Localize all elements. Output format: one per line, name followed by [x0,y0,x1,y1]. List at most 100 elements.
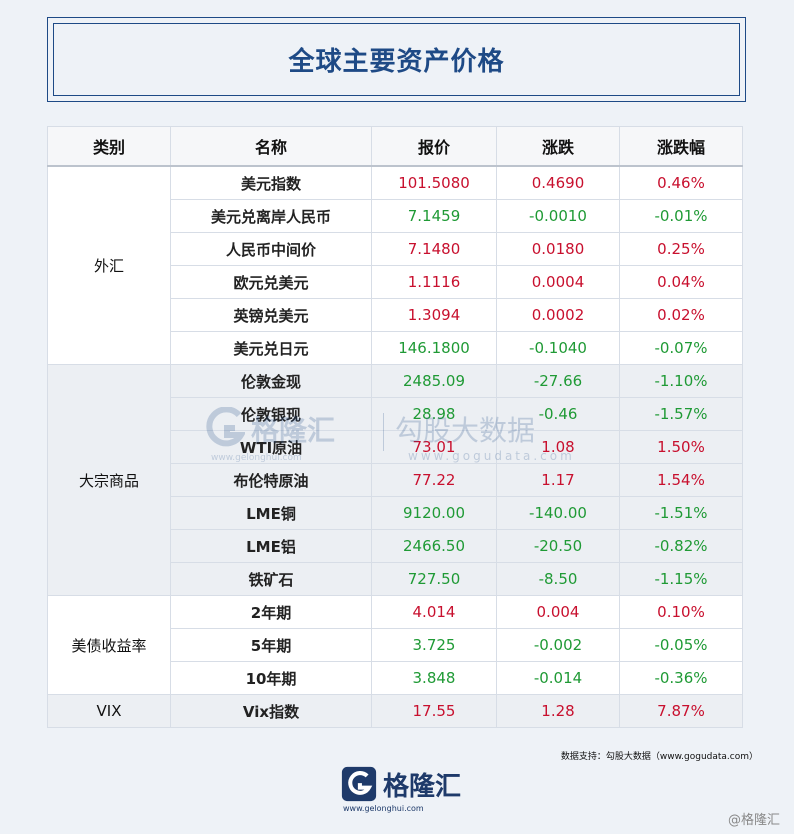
pct-cell: -0.01% [619,199,743,233]
header-change: 涨跌 [496,126,620,167]
change-cell: 0.4690 [496,165,620,200]
price-cell: 2485.09 [371,364,497,398]
corner-watermark: @格隆汇 [728,809,780,828]
table-row: 5年期 3.725 -0.002 -0.05% [48,628,743,662]
price-cell: 28.98 [371,397,497,431]
footer-logo: 格隆汇 www.gelonghui.com [341,764,491,814]
pct-cell: -0.05% [619,628,743,662]
price-cell: 1.1116 [371,265,497,299]
table-row: 美债收益率 2年期 4.014 0.004 0.10% [47,595,743,695]
price-cell: 73.01 [371,430,497,464]
table-row: 美元兑离岸人民币 7.1459 -0.0010 -0.01% [48,199,743,233]
header-name: 名称 [170,126,372,167]
change-cell: -0.46 [496,397,620,431]
asset-name-cell: 人民币中间价 [170,232,372,266]
change-cell: -8.50 [496,562,620,596]
logo-g-icon [341,766,377,802]
change-cell: 1.28 [496,694,620,728]
change-cell: 0.0180 [496,232,620,266]
pct-cell: -1.51% [619,496,743,530]
asset-name-cell: 2年期 [170,595,372,629]
change-cell: -0.002 [496,628,620,662]
table-row: LME铝 2466.50 -20.50 -0.82% [48,529,743,563]
table-row: WTI原油 73.01 1.08 1.50% [48,430,743,464]
table-row: 英镑兑美元 1.3094 0.0002 0.02% [48,298,743,332]
pct-cell: 0.25% [619,232,743,266]
header-pct: 涨跌幅 [619,126,743,167]
pct-cell: -1.15% [619,562,743,596]
table-row: 人民币中间价 7.1480 0.0180 0.25% [48,232,743,266]
price-cell: 77.22 [371,463,497,497]
price-cell: 3.725 [371,628,497,662]
change-cell: -0.014 [496,661,620,695]
price-cell: 1.3094 [371,298,497,332]
price-cell: 3.848 [371,661,497,695]
asset-name-cell: 英镑兑美元 [170,298,372,332]
pct-cell: -1.57% [619,397,743,431]
price-table: 类别 名称 报价 涨跌 涨跌幅 外汇 美元指数 101.5080 0.4690 0.46… [47,126,743,728]
asset-name-cell: LME铝 [170,529,372,563]
table-body: 外汇 美元指数 101.5080 0.4690 0.46% 美元兑离岸人民币 7.1459-… [47,165,743,728]
category-cell: 美债收益率 [47,595,171,695]
change-cell: -0.1040 [496,331,620,365]
change-cell: -27.66 [496,364,620,398]
asset-name-cell: 美元兑日元 [170,331,372,365]
asset-name-cell: 美元兑离岸人民币 [170,199,372,233]
price-cell: 17.55 [371,694,497,728]
asset-name-cell: 铁矿石 [170,562,372,596]
table-row: 布伦特原油 77.22 1.17 1.54% [48,463,743,497]
table-row: 大宗商品 伦敦金现 2485.09 -27.66 -1.10% [47,364,743,596]
category-cell: 大宗商品 [47,364,171,596]
change-cell: 0.0004 [496,265,620,299]
table-row: 外汇 美元指数 101.5080 0.4690 0.46% [47,165,743,365]
page-title: 全球主要资产价格 [288,47,505,77]
title-banner: 全球主要资产价格 [47,17,746,102]
change-cell: 1.08 [496,430,620,464]
title-inner-frame: 全球主要资产价格 [53,23,740,96]
category-cell: VIX [47,694,171,728]
asset-name-cell: 美元指数 [170,165,372,200]
pct-cell: -0.82% [619,529,743,563]
pct-cell: 0.10% [619,595,743,629]
table-row: 欧元兑美元 1.1116 0.0004 0.04% [48,265,743,299]
pct-cell: 1.50% [619,430,743,464]
change-cell: -20.50 [496,529,620,563]
price-cell: 7.1480 [371,232,497,266]
header-category: 类别 [47,126,171,167]
table-header-row: 类别 名称 报价 涨跌 涨跌幅 [47,126,743,167]
pct-cell: 7.87% [619,694,743,728]
corner-mark-text: @格隆汇 [727,813,780,828]
asset-name-cell: 10年期 [170,661,372,695]
pct-cell: -0.36% [619,661,743,695]
asset-name-cell: 欧元兑美元 [170,265,372,299]
table-row: 伦敦银现 28.98 -0.46 -1.57% [48,397,743,431]
pct-cell: 0.04% [619,265,743,299]
category-cell: 外汇 [47,165,171,365]
pct-cell: -1.10% [619,364,743,398]
table-row: 10年期 3.848 -0.014 -0.36% [48,661,743,695]
pct-cell: -0.07% [619,331,743,365]
change-cell: 1.17 [496,463,620,497]
asset-name-cell: 5年期 [170,628,372,662]
asset-name-cell: Vix指数 [170,694,372,728]
price-cell: 727.50 [371,562,497,596]
header-price: 报价 [371,126,497,167]
table-row: LME铜 9120.00 -140.00 -1.51% [48,496,743,530]
change-cell: 0.004 [496,595,620,629]
table-row: VIX Vix指数 17.55 1.28 7.87% [47,694,743,728]
price-cell: 2466.50 [371,529,497,563]
asset-name-cell: 伦敦银现 [170,397,372,431]
pct-cell: 0.46% [619,165,743,200]
price-cell: 9120.00 [371,496,497,530]
pct-cell: 1.54% [619,463,743,497]
change-cell: -140.00 [496,496,620,530]
logo-name: 格隆汇 [383,772,462,802]
asset-name-cell: WTI原油 [170,430,372,464]
price-cell: 101.5080 [371,165,497,200]
asset-name-cell: LME铜 [170,496,372,530]
change-cell: 0.0002 [496,298,620,332]
asset-name-cell: 伦敦金现 [170,364,372,398]
price-cell: 4.014 [371,595,497,629]
data-source-note: 数据支持：勾股大数据（www.gogudata.com） [560,752,758,762]
price-cell: 146.1800 [371,331,497,365]
